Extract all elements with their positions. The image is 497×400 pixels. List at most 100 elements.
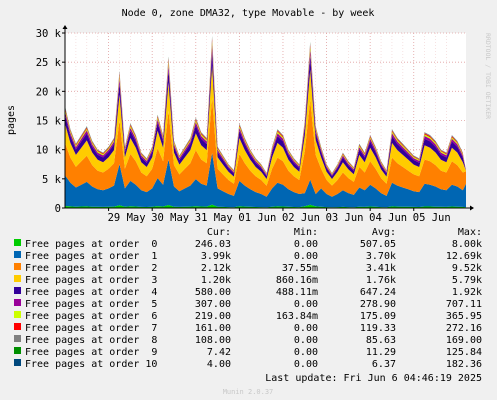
- x-axis-ticks: 29 May 30 May 31 May 01 Jun 02 Jun 03 Jun 04 J…: [108, 208, 451, 224]
- y-tick-label: 20 k: [36, 86, 62, 98]
- legend-series-name: Free pages at order 3: [25, 275, 157, 286]
- legend-value-cur: 3.99k: [201, 251, 231, 262]
- legend-value-cur: 219.00: [195, 311, 231, 322]
- legend-header-avg: Avg:: [372, 227, 396, 238]
- legend-value-avg: 119.33: [360, 323, 396, 334]
- y-tick-label: 30 k: [36, 28, 62, 40]
- legend-value-cur: 108.00: [195, 335, 231, 346]
- legend-value-cur: 4.00: [207, 359, 231, 370]
- chart-title: Node 0, zone DMA32, type Movable - by we…: [122, 8, 375, 19]
- legend-value-max: 9.52k: [452, 263, 482, 274]
- x-tick-label: 02 Jun: [282, 212, 320, 224]
- legend-value-min: 0.00: [294, 347, 318, 358]
- legend-value-cur: 2.12k: [201, 263, 231, 274]
- legend-swatch: [14, 359, 21, 366]
- x-axis-arrow: [470, 205, 474, 211]
- legend-value-avg: 3.41k: [366, 263, 396, 274]
- area-series-order-0: [65, 204, 466, 208]
- legend-header-cur: Cur:: [207, 227, 231, 238]
- legend-value-min: 0.00: [294, 299, 318, 310]
- legend: Cur: Min: Avg: Max: Free pages at order …: [14, 227, 482, 370]
- legend-swatch: [14, 275, 21, 282]
- legend-value-cur: 307.00: [195, 299, 231, 310]
- legend-value-avg: 3.70k: [366, 251, 396, 262]
- legend-value-min: 0.00: [294, 359, 318, 370]
- legend-value-avg: 85.63: [366, 335, 396, 346]
- legend-value-cur: 161.00: [195, 323, 231, 334]
- legend-value-max: 125.84: [446, 347, 482, 358]
- legend-series-name: Free pages at order 2: [25, 263, 157, 274]
- y-axis-arrow: [62, 25, 68, 29]
- legend-value-max: 365.95: [446, 311, 482, 322]
- legend-value-avg: 507.05: [360, 239, 396, 250]
- watermark: RRDTOOL / TOBI OETIKER: [484, 33, 492, 119]
- legend-series-name: Free pages at order 9: [25, 347, 157, 358]
- legend-swatch: [14, 323, 21, 330]
- legend-swatch: [14, 239, 21, 246]
- legend-series-name: Free pages at order 0: [25, 239, 157, 250]
- y-tick-label: 5 k: [42, 174, 62, 186]
- legend-value-max: 12.69k: [446, 251, 482, 262]
- x-tick-label: 30 May: [151, 212, 189, 224]
- legend-value-max: 182.36: [446, 359, 482, 370]
- x-tick-label: 05 Jun: [413, 212, 451, 224]
- legend-value-cur: 580.00: [195, 287, 231, 298]
- legend-series-name: Free pages at order 8: [25, 335, 157, 346]
- legend-value-max: 707.11: [446, 299, 482, 310]
- legend-value-max: 1.92k: [452, 287, 482, 298]
- legend-value-min: 163.84m: [276, 311, 318, 322]
- legend-value-max: 8.00k: [452, 239, 482, 250]
- legend-value-max: 5.79k: [452, 275, 482, 286]
- legend-swatch: [14, 287, 21, 294]
- area-series-order-1: [65, 152, 466, 208]
- legend-swatch: [14, 263, 21, 270]
- legend-swatch: [14, 311, 21, 318]
- legend-series-name: Free pages at order 10: [25, 359, 157, 370]
- x-tick-label: 04 Jun: [369, 212, 407, 224]
- legend-series-name: Free pages at order 5: [25, 299, 157, 310]
- legend-series-name: Free pages at order 1: [25, 251, 157, 262]
- legend-value-cur: 1.20k: [201, 275, 231, 286]
- legend-series-name: Free pages at order 6: [25, 311, 157, 322]
- legend-value-min: 488.11m: [276, 287, 318, 298]
- legend-swatch: [14, 347, 21, 354]
- legend-value-max: 272.16: [446, 323, 482, 334]
- y-tick-label: 0: [55, 203, 61, 215]
- axes: [62, 25, 474, 211]
- x-tick-label: 03 Jun: [326, 212, 364, 224]
- legend-value-cur: 7.42: [207, 347, 231, 358]
- legend-value-min: 0.00: [294, 335, 318, 346]
- legend-value-min: 0.00: [294, 239, 318, 250]
- legend-header-max: Max:: [458, 227, 482, 238]
- y-axis-label: pages: [6, 105, 17, 135]
- legend-swatch: [14, 251, 21, 258]
- legend-swatch: [14, 335, 21, 342]
- legend-series-name: Free pages at order 4: [25, 287, 157, 298]
- legend-value-min: 37.55m: [282, 263, 318, 274]
- y-tick-label: 15 k: [36, 116, 62, 128]
- stacked-areas: [65, 35, 466, 208]
- x-tick-label: 01 Jun: [238, 212, 276, 224]
- legend-value-avg: 11.29: [366, 347, 396, 358]
- legend-value-min: 860.16m: [276, 275, 318, 286]
- legend-series-name: Free pages at order 7: [25, 323, 157, 334]
- y-tick-label: 25 k: [36, 57, 62, 69]
- x-tick-label: 29 May: [108, 212, 146, 224]
- x-tick-label: 31 May: [195, 212, 233, 224]
- legend-value-max: 169.00: [446, 335, 482, 346]
- legend-value-avg: 278.90: [360, 299, 396, 310]
- legend-header-min: Min:: [294, 227, 318, 238]
- y-axis-ticks: 0 5 k 10 k 15 k 20 k 25 k 30 k: [36, 28, 65, 215]
- legend-value-min: 0.00: [294, 323, 318, 334]
- legend-swatch: [14, 299, 21, 306]
- area-series-order-2: [65, 97, 466, 197]
- footer: Munin 2.0.37: [223, 388, 274, 396]
- y-tick-label: 10 k: [36, 145, 62, 157]
- legend-value-avg: 647.24: [360, 287, 396, 298]
- legend-value-avg: 1.76k: [366, 275, 396, 286]
- legend-value-cur: 246.03: [195, 239, 231, 250]
- legend-value-avg: 6.37: [372, 359, 396, 370]
- legend-value-min: 0.00: [294, 251, 318, 262]
- legend-value-avg: 175.09: [360, 311, 396, 322]
